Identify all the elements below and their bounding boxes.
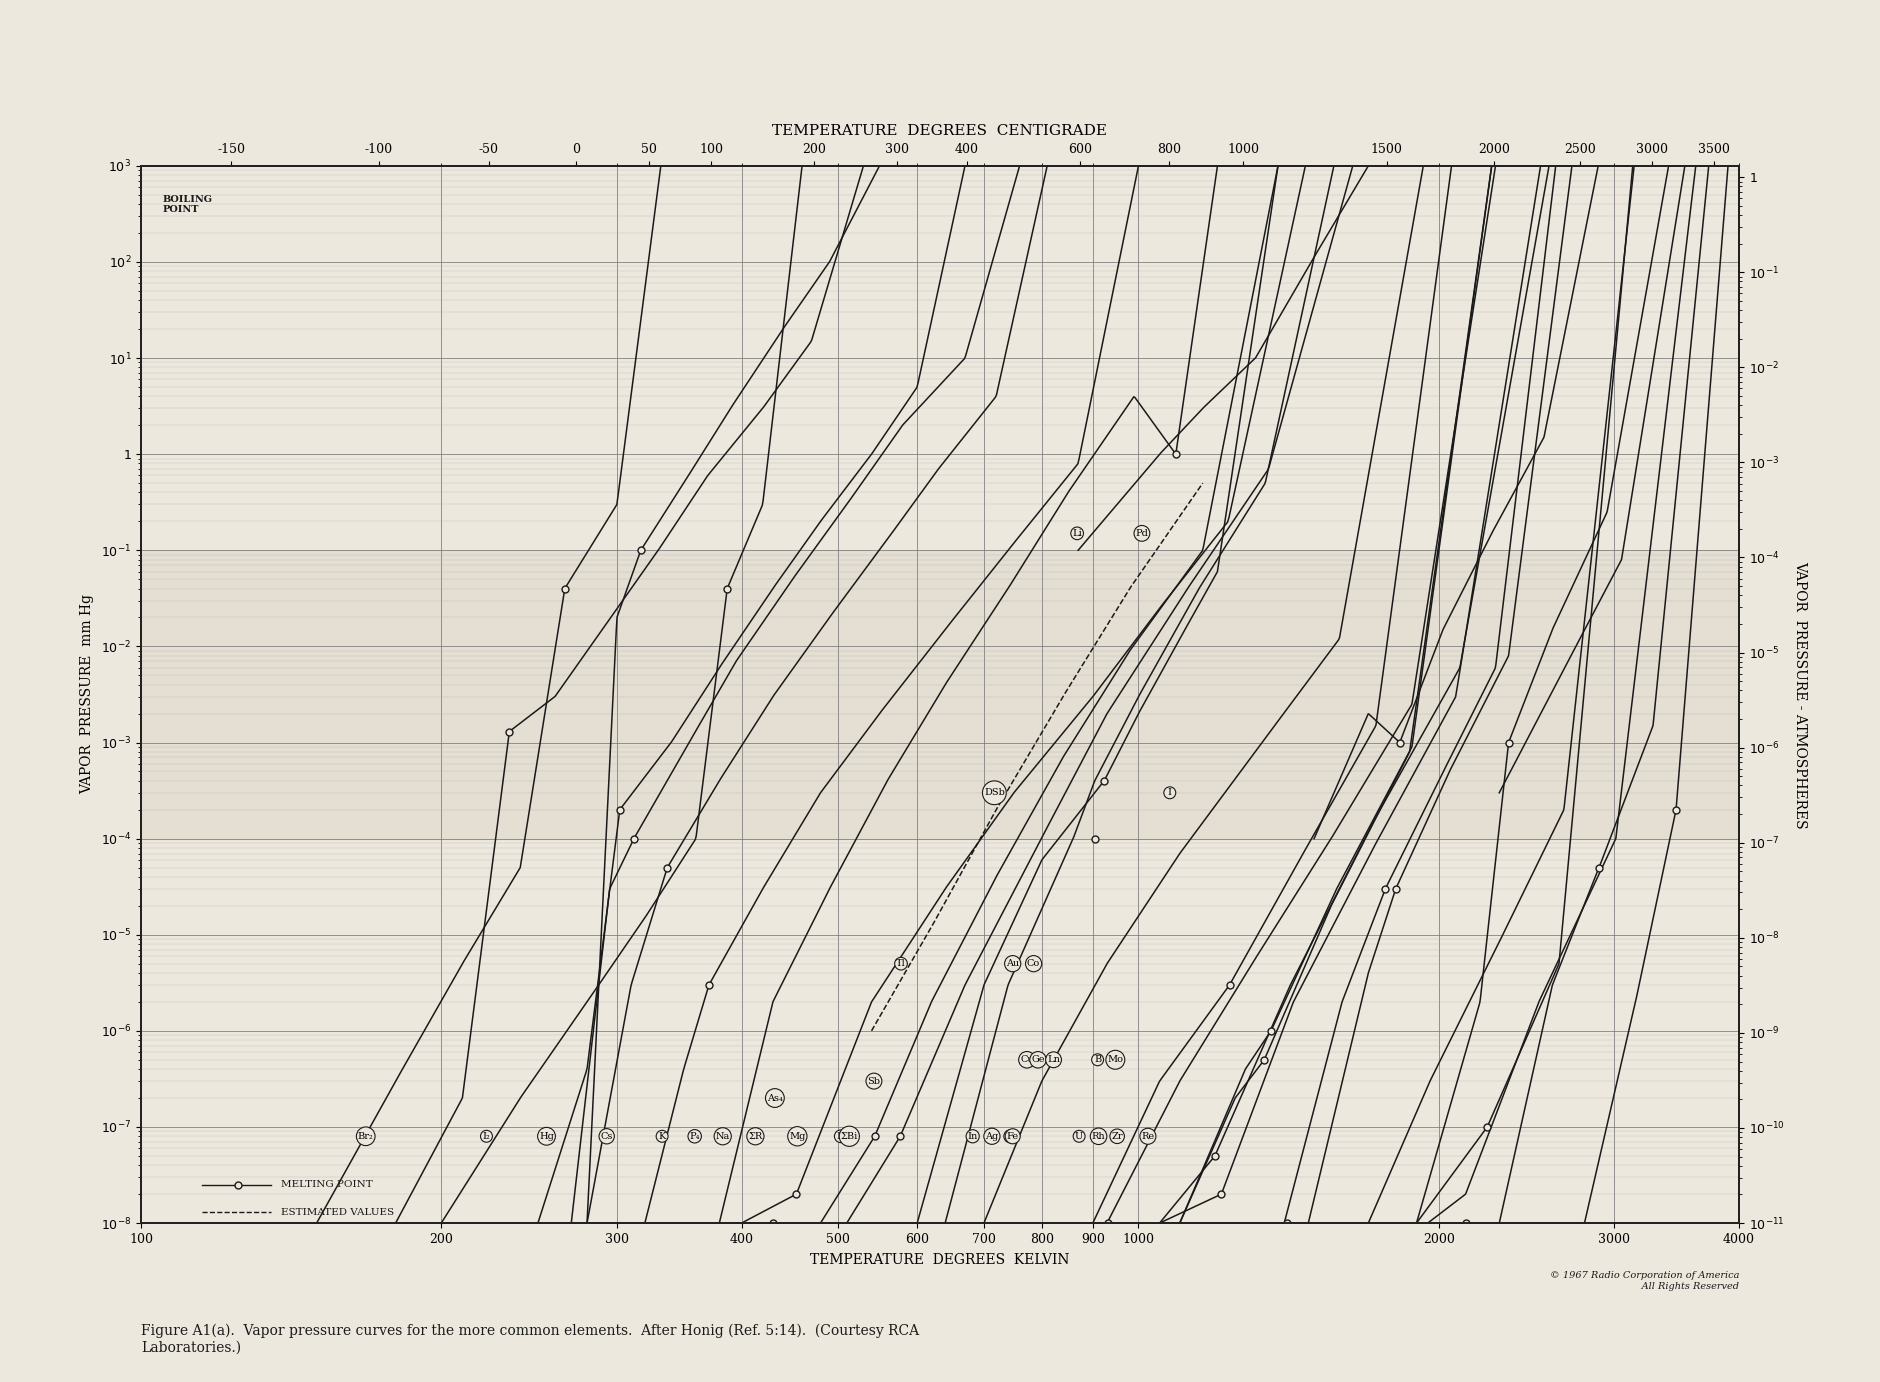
Text: Br₂: Br₂	[357, 1132, 374, 1140]
Text: Na: Na	[716, 1132, 729, 1140]
Text: P₄: P₄	[690, 1132, 699, 1140]
Text: Li: Li	[837, 1132, 846, 1140]
Text: Ln: Ln	[1047, 1056, 1060, 1064]
X-axis label: TEMPERATURE  DEGREES  CENTIGRADE: TEMPERATURE DEGREES CENTIGRADE	[773, 124, 1107, 138]
Text: Mo: Mo	[1107, 1056, 1124, 1064]
Text: ΣBi: ΣBi	[840, 1132, 857, 1140]
Text: Au: Au	[1006, 959, 1019, 969]
Text: Al: Al	[1006, 1132, 1015, 1140]
Text: Pd: Pd	[1136, 529, 1149, 538]
Text: Rh: Rh	[1092, 1132, 1105, 1140]
Text: Sb: Sb	[867, 1077, 880, 1086]
Text: As₄: As₄	[767, 1093, 782, 1103]
Text: I₂: I₂	[483, 1132, 491, 1140]
Text: Fe: Fe	[1006, 1132, 1019, 1140]
Bar	[141, 550, 1739, 839]
Text: In: In	[968, 1132, 978, 1140]
X-axis label: TEMPERATURE  DEGREES  KELVIN: TEMPERATURE DEGREES KELVIN	[810, 1252, 1070, 1267]
Text: © 1967 Radio Corporation of America
     All Rights Reserved: © 1967 Radio Corporation of America All …	[1549, 1271, 1739, 1291]
Text: Ge: Ge	[1032, 1056, 1045, 1064]
Text: MELTING POINT: MELTING POINT	[280, 1180, 372, 1190]
Text: B: B	[1094, 1056, 1102, 1064]
Text: Cu: Cu	[1021, 1056, 1034, 1064]
Text: Tl: Tl	[897, 959, 906, 969]
Text: ESTIMATED VALUES: ESTIMATED VALUES	[280, 1208, 393, 1216]
Text: Co: Co	[1026, 959, 1040, 969]
Text: I: I	[1167, 788, 1171, 797]
Y-axis label: VAPOR  PRESSURE  mm Hg: VAPOR PRESSURE mm Hg	[81, 594, 94, 795]
Text: Li: Li	[1072, 529, 1083, 538]
Text: K: K	[658, 1132, 666, 1140]
Text: DSb: DSb	[983, 788, 1004, 797]
Y-axis label: VAPOR  PRESSURE - ATMOSPHERES: VAPOR PRESSURE - ATMOSPHERES	[1794, 561, 1807, 828]
Text: Re: Re	[1141, 1132, 1154, 1140]
Text: U: U	[1075, 1132, 1083, 1140]
Text: Cs: Cs	[600, 1132, 613, 1140]
Text: Zr: Zr	[1111, 1132, 1122, 1140]
Text: Hg: Hg	[540, 1132, 555, 1140]
Text: Figure A1(a).  Vapor pressure curves for the more common elements.  After Honig : Figure A1(a). Vapor pressure curves for …	[141, 1324, 919, 1354]
Text: Mg: Mg	[790, 1132, 805, 1140]
Text: Ag: Ag	[985, 1132, 998, 1140]
Text: ΣR: ΣR	[748, 1132, 763, 1140]
Text: BOILING
POINT: BOILING POINT	[162, 195, 212, 214]
